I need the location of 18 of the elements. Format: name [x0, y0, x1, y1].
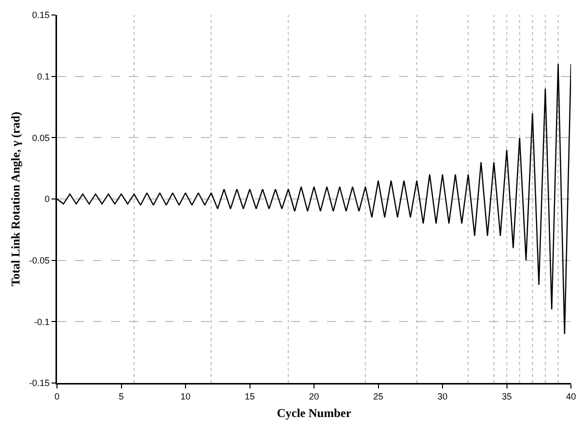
x-tick-label: 20 — [308, 391, 320, 402]
x-tick-label: 25 — [373, 391, 384, 402]
y-tick-label: -0.1 — [34, 316, 50, 327]
y-tick-label: 0.05 — [32, 132, 50, 143]
y-tick-label: -0.05 — [29, 255, 50, 266]
x-tick-label: 5 — [118, 391, 124, 402]
x-tick-label: 40 — [566, 391, 576, 402]
x-tick-label: 30 — [437, 391, 448, 402]
x-tick-label: 10 — [180, 391, 191, 402]
x-axis-title: Cycle Number — [276, 406, 352, 420]
y-tick-label: -0.15 — [29, 378, 50, 388]
y-axis-title: Total Link Rotation Angle, γ (rad) — [8, 112, 23, 286]
x-tick-label: 35 — [502, 391, 512, 402]
y-tick-label: 0.1 — [37, 71, 50, 82]
x-tick-label: 15 — [244, 391, 255, 402]
x-tick-label: 0 — [54, 391, 60, 402]
y-tick-label: 0 — [44, 194, 50, 204]
y-tick-label: 0.15 — [32, 10, 50, 20]
